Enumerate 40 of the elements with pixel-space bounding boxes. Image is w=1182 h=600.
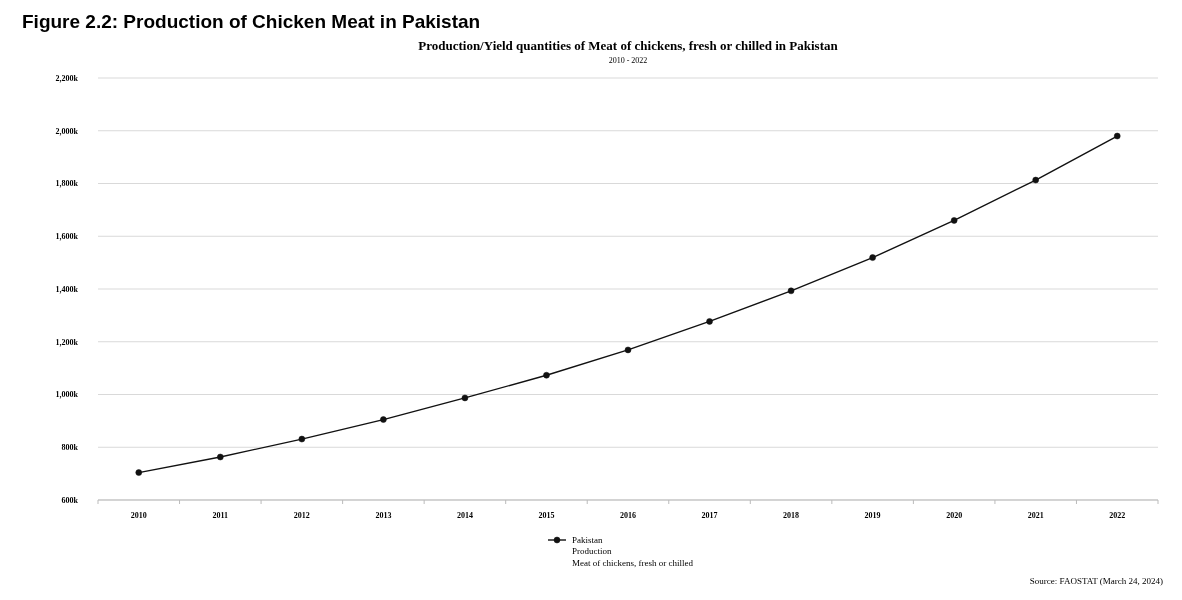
x-tick-label: 2021 [1027,511,1044,520]
point [298,435,306,443]
chart-title: Figure 2.2: Production of Chicken Meat in Pakistan [22,11,481,32]
x-tick-label: 2017 [701,511,718,520]
point [706,318,713,325]
x-tick-label: 2010 [130,511,147,520]
point [787,287,795,295]
y-tick-label: 2,000k [55,126,79,136]
point [135,469,143,476]
y-tick-label: 1,600k [55,232,79,242]
point [461,394,469,402]
x-tick-label: 2018 [783,511,800,520]
x-tick-label: 2022 [1109,511,1126,520]
x-tick-label: 2011 [212,511,229,520]
x-tick-label: 2020 [946,511,963,520]
y-tick-label: 1,000k [55,390,79,400]
point [950,217,958,224]
legend-label: Pakistan Production Meat of chickens, fresh or chilled [572,535,694,568]
y-tick-label: 800k [61,443,79,453]
point [624,346,632,354]
x-tick-label: 2013 [375,511,392,520]
x-tick-label: 2019 [864,511,881,520]
point [1032,176,1039,184]
y-tick-label: 1,800k [55,179,79,189]
x-tick-label: 2015 [538,511,555,520]
point [869,254,876,261]
point [380,416,387,423]
x-tick-label: 2012 [293,511,310,520]
text: 2010 - 2022 [608,56,648,65]
y-tick-label: 1,400k [55,284,79,294]
y-tick-label: 2,200k [55,73,79,83]
x-tick-label: 2014 [456,511,473,520]
point [543,372,550,379]
chart-subtitle: Production/Yield quantities of Meat of chickens, fresh or chilled in Pakistan [418,38,839,53]
source-note: Source: FAOSTAT (March 24, 2024) [1029,576,1163,586]
x-tick-label: 2016 [620,511,636,520]
point [217,453,224,461]
point [1113,132,1121,140]
y-tick-label: 1,200k [55,337,79,347]
y-tick-label: 600k [61,495,79,505]
